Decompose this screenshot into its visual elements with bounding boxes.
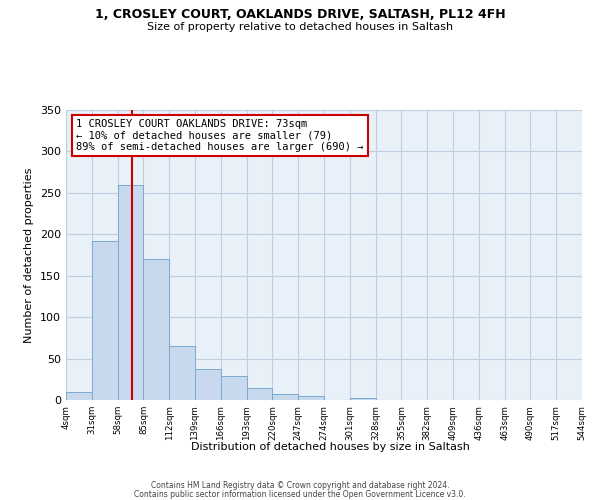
Bar <box>66 392 92 400</box>
Bar <box>92 241 118 400</box>
Bar <box>169 346 195 400</box>
Text: 1, CROSLEY COURT, OAKLANDS DRIVE, SALTASH, PL12 4FH: 1, CROSLEY COURT, OAKLANDS DRIVE, SALTAS… <box>95 8 505 20</box>
Text: Contains HM Land Registry data © Crown copyright and database right 2024.: Contains HM Land Registry data © Crown c… <box>151 481 449 490</box>
Bar <box>143 259 169 400</box>
Bar <box>247 388 272 400</box>
Bar <box>298 396 324 400</box>
Text: Size of property relative to detached houses in Saltash: Size of property relative to detached ho… <box>147 22 453 32</box>
Y-axis label: Number of detached properties: Number of detached properties <box>25 168 34 342</box>
Bar <box>118 184 143 400</box>
Bar <box>350 398 376 400</box>
Bar <box>195 370 221 400</box>
Bar <box>221 376 247 400</box>
Text: 1 CROSLEY COURT OAKLANDS DRIVE: 73sqm
← 10% of detached houses are smaller (79)
: 1 CROSLEY COURT OAKLANDS DRIVE: 73sqm ← … <box>76 118 364 152</box>
Bar <box>272 394 298 400</box>
Text: Contains public sector information licensed under the Open Government Licence v3: Contains public sector information licen… <box>134 490 466 499</box>
Text: Distribution of detached houses by size in Saltash: Distribution of detached houses by size … <box>191 442 469 452</box>
